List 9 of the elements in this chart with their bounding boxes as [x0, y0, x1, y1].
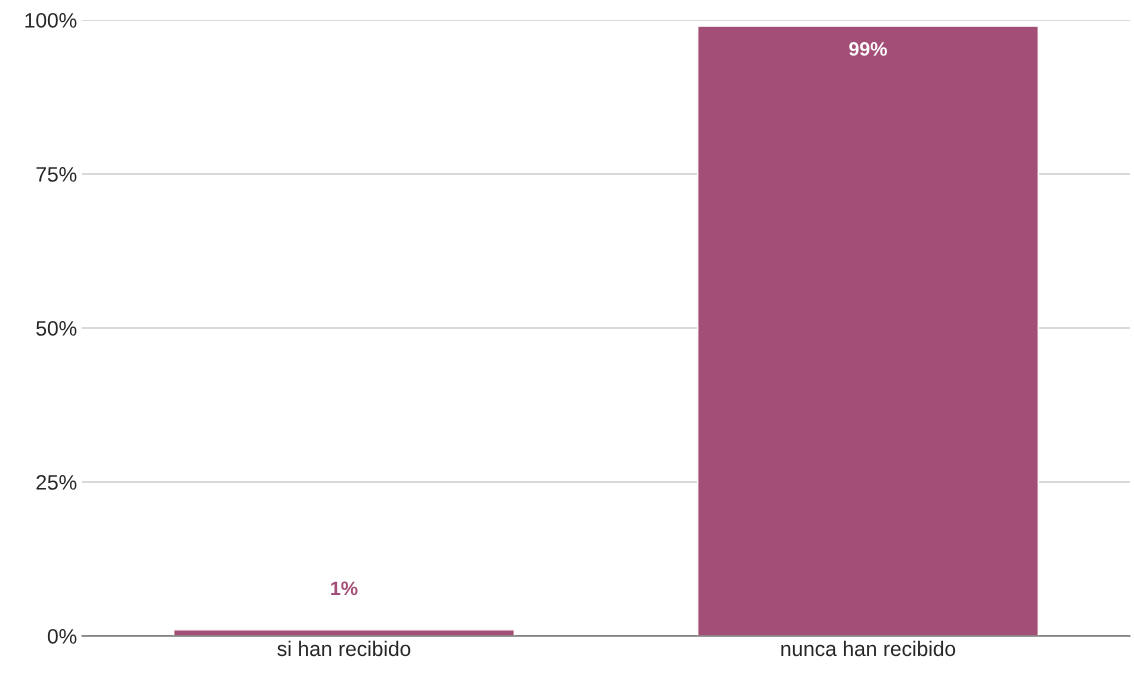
y-tick-label: 100% [25, 13, 77, 28]
data-label: 99% [849, 42, 887, 56]
data-label: 1% [331, 581, 358, 596]
y-tick-label: 75% [36, 167, 77, 182]
y-tick-label: 0% [47, 629, 77, 644]
y-tick-label: 50% [36, 321, 77, 336]
y-tick-label: 25% [36, 475, 77, 490]
x-tick-label: nunca han recibido [781, 640, 956, 657]
x-tick-label: si han recibido [277, 640, 411, 657]
